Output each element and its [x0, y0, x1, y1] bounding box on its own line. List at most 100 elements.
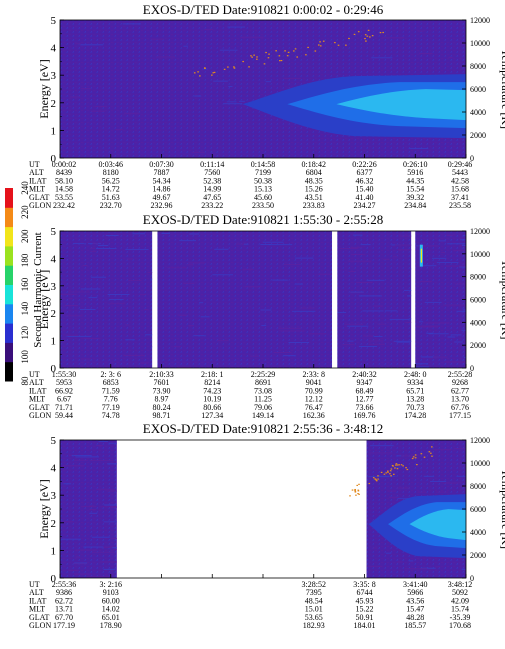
heatmap-streak: [96, 444, 103, 446]
colorbar-tick-label: 180: [20, 253, 30, 267]
energetic-speckle: [322, 40, 325, 42]
energetic-speckle: [357, 490, 360, 492]
heatmap-streak: [260, 243, 271, 245]
heatmap-streak: [63, 483, 72, 485]
heatmap-streak: [219, 49, 238, 51]
table-cell: 9334: [407, 378, 423, 387]
energetic-speckle: [279, 60, 281, 62]
heatmap-streak: [261, 325, 267, 327]
table-cell: 43.56: [406, 596, 424, 605]
heatmap-streak: [125, 249, 149, 251]
y2-tick-label: 10000: [470, 459, 490, 468]
y-tick-label: 5: [51, 15, 57, 27]
heatmap-streak: [288, 341, 310, 343]
heatmap-streak: [108, 303, 125, 305]
table-cell: 42.58: [451, 176, 469, 185]
table-cell: 49.67: [153, 193, 171, 202]
heatmap-streak: [377, 323, 387, 325]
colorbar-tick-label: 240: [20, 181, 30, 195]
energetic-speckle: [389, 470, 392, 472]
colorbar-tick-label: 160: [20, 277, 30, 291]
table-cell: 0:14:58: [251, 160, 275, 169]
heatmap-streak: [446, 234, 453, 236]
heatmap-streak: [147, 271, 153, 273]
heatmap-streak: [125, 324, 130, 326]
colorbar-block: [5, 207, 13, 228]
heatmap-streak: [367, 279, 385, 281]
table-cell: 15.22: [356, 605, 374, 614]
heatmap-streak: [260, 309, 272, 311]
y2-tick-label: 8000: [470, 482, 486, 491]
heatmap-streak: [188, 262, 206, 264]
table-cell: 162.36: [303, 411, 325, 420]
heatmap-streak: [223, 103, 243, 105]
heatmap-streak: [140, 362, 148, 364]
heatmap-streak: [447, 243, 466, 245]
table-cell: 53.55: [55, 193, 73, 202]
y-tick-label: 3: [51, 70, 57, 82]
y-tick-label: 4: [51, 253, 57, 265]
heatmap-streak: [95, 106, 108, 108]
y-tick-label: 0: [51, 573, 57, 585]
heatmap-streak: [385, 552, 392, 554]
table-cell: 13.71: [55, 605, 73, 614]
heatmap-streak: [461, 329, 466, 331]
energetic-speckle: [430, 452, 432, 454]
y2-tick-label: 12000: [470, 227, 490, 236]
energetic-speckle: [267, 57, 270, 59]
table-cell: 79.06: [254, 403, 272, 412]
heatmap-streak: [273, 351, 292, 353]
energetic-speckle: [358, 493, 360, 495]
heatmap-streak: [109, 299, 124, 301]
heatmap-streak: [214, 248, 229, 250]
heatmap-streak: [363, 335, 374, 337]
heatmap-streak: [461, 245, 466, 247]
energetic-speckle: [268, 53, 270, 55]
heatmap-streak: [417, 491, 427, 493]
table-cell: 60.00: [102, 596, 120, 605]
heatmap-streak: [96, 488, 116, 490]
table-cell: 50.38: [254, 176, 272, 185]
heatmap-streak: [444, 361, 466, 363]
heatmap-segment: [337, 231, 412, 368]
heatmap-streak: [347, 325, 369, 327]
heatmap-streak: [422, 265, 437, 267]
heatmap-streak: [103, 568, 116, 570]
heatmap-streak: [75, 43, 81, 45]
band-core: [336, 89, 466, 121]
colorbar-tick-label: 140: [20, 301, 30, 315]
table-cell: 39.32: [406, 193, 424, 202]
heatmap-streak: [353, 234, 363, 236]
energetic-speckle: [354, 489, 356, 491]
y2-tick-label: 10000: [470, 39, 490, 48]
colorbar-block: [5, 361, 13, 382]
heatmap-streak: [360, 244, 371, 246]
heatmap-streak: [98, 244, 109, 246]
heatmap-streak: [161, 232, 171, 234]
heatmap-streak: [100, 506, 117, 508]
table-cell: 0:11:14: [200, 160, 224, 169]
heatmap-streak: [80, 44, 104, 46]
heatmap-streak: [347, 340, 354, 342]
colorbar-tick-label: 200: [20, 229, 30, 243]
heatmap-streak: [425, 322, 450, 324]
energetic-speckle: [337, 44, 340, 46]
heatmap-streak: [107, 490, 117, 492]
heatmap-streak: [415, 363, 428, 365]
heatmap-streak: [438, 240, 446, 242]
energetic-speckle: [389, 473, 391, 475]
table-cell: 185.57: [404, 621, 426, 630]
table-cell: 6853: [103, 378, 119, 387]
colorbar-tick-label: 220: [20, 205, 30, 219]
heatmap-streak: [417, 30, 424, 32]
energetic-speckle: [396, 468, 399, 470]
heatmap-streak: [191, 151, 205, 153]
table-cell: 48.35: [305, 176, 323, 185]
heatmap-streak: [461, 263, 466, 265]
table-cell: 12.12: [305, 395, 323, 404]
heatmap-streak: [410, 268, 412, 270]
y-tick-label: 4: [51, 43, 57, 55]
heatmap-streak: [432, 257, 447, 259]
table-cell: 41.40: [356, 193, 374, 202]
